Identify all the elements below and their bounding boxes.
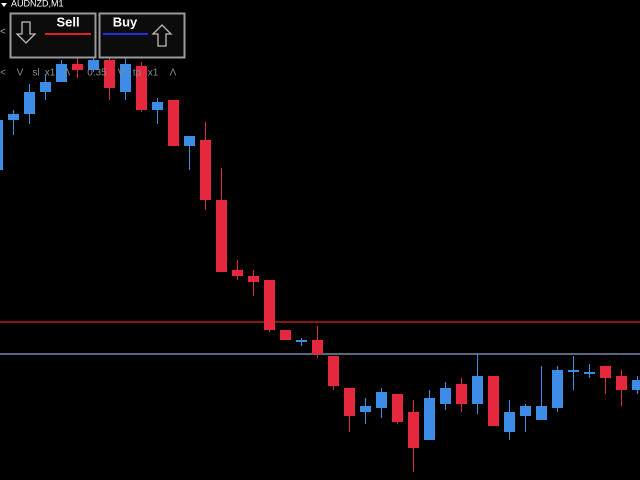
symbol-menu-icon[interactable] <box>1 3 7 7</box>
candle-body <box>0 120 3 170</box>
buy-label[interactable]: Buy <box>113 14 138 29</box>
candle-body <box>552 370 563 408</box>
candle-body <box>104 60 115 88</box>
candle-body <box>536 406 547 420</box>
candle-body <box>328 356 339 386</box>
candle-body <box>424 398 435 440</box>
down-arrow <box>15 21 37 44</box>
candle-body <box>168 100 179 146</box>
control-7[interactable]: tp <box>133 68 142 79</box>
candle-body <box>56 64 67 82</box>
candle-body <box>616 376 627 390</box>
candle-body <box>568 370 579 372</box>
candle-body <box>200 140 211 200</box>
candle-body <box>184 136 195 146</box>
control-2[interactable]: sl <box>32 68 39 79</box>
candle-body <box>312 340 323 354</box>
candle-body <box>24 92 35 114</box>
control-6[interactable]: V <box>118 68 125 79</box>
candle-body <box>584 372 595 374</box>
control-9[interactable]: Λ <box>170 68 177 79</box>
candle-body <box>248 276 259 282</box>
symbol-label: AUDNZD,M1 <box>11 0 64 8</box>
candle-body <box>488 376 499 426</box>
control-8[interactable]: x1 <box>148 68 159 79</box>
candle-body <box>8 114 19 120</box>
candle-body <box>296 340 307 342</box>
candle-body <box>216 200 227 272</box>
candle-body <box>440 388 451 404</box>
control-4[interactable]: Λ <box>64 68 71 79</box>
candle-body <box>344 388 355 416</box>
sell-button[interactable]: Sell <box>9 12 97 59</box>
candle-body <box>120 64 131 92</box>
candle-body <box>280 330 291 340</box>
candle-body <box>632 380 640 390</box>
control-0[interactable]: < <box>0 68 6 79</box>
candle-body <box>376 392 387 408</box>
control-1[interactable]: V <box>17 68 24 79</box>
candle-body <box>472 376 483 404</box>
buy-box[interactable] <box>98 12 186 59</box>
candle-body <box>152 102 163 110</box>
candle-body <box>72 64 83 70</box>
candle-body <box>392 394 403 422</box>
sell-label[interactable]: Sell <box>56 14 79 29</box>
candle-body <box>264 280 275 330</box>
candle-body <box>600 366 611 378</box>
candle-body <box>520 406 531 416</box>
buy-button[interactable]: Buy <box>98 12 186 59</box>
candle-body <box>408 412 419 448</box>
control-5[interactable]: 0.35 <box>87 68 107 79</box>
sell-box[interactable] <box>9 12 97 59</box>
candle-body <box>40 82 51 92</box>
candle-body <box>232 270 243 276</box>
candle-body <box>360 406 371 412</box>
candle-body <box>456 384 467 404</box>
up-arrow <box>151 24 173 47</box>
candle-body <box>88 60 99 70</box>
control-3[interactable]: x1 <box>45 68 56 79</box>
candle-body <box>136 66 147 110</box>
collapse-arrow[interactable]: < <box>0 27 6 38</box>
candle-body <box>504 412 515 432</box>
plot <box>0 50 640 472</box>
